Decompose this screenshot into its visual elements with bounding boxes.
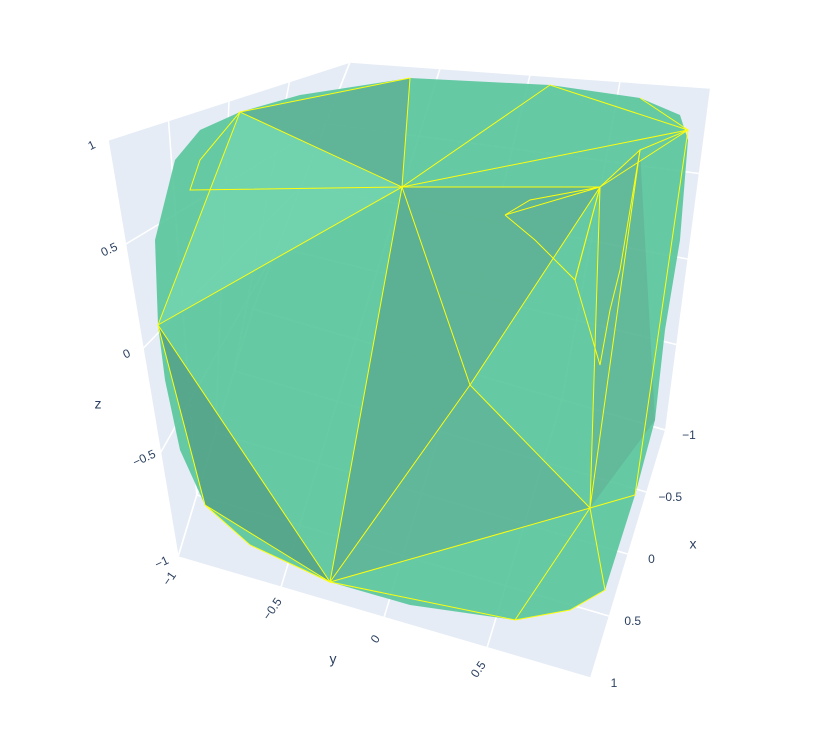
mesh-edge [157,324,331,583]
x-tick-label: −1 [682,428,696,442]
mesh-face [402,187,600,385]
y-tick-label: 0.5 [468,658,489,680]
mesh-edge [504,186,601,281]
mesh [155,77,689,621]
z-tick-label: 1 [86,137,98,153]
mesh-face [240,78,410,187]
z-tick-label: 0 [121,346,133,362]
x-tick-label: 1 [611,676,618,690]
z-tick-label: 0.5 [99,239,120,259]
grid-line [349,61,711,89]
mesh-edge [189,77,689,191]
x-axis-title: x [690,536,697,552]
x-tick-label: −0.5 [658,490,682,504]
mesh-face [330,187,470,582]
x-tick-label: 0.5 [624,614,641,628]
z-tick-label: −0.5 [130,447,158,470]
y-tick-label: −1 [160,569,180,589]
z-tick-label: −1 [152,553,171,572]
grid-line [107,61,351,141]
mesh-face [158,112,402,325]
y-tick-label: −0.5 [260,595,285,623]
z-axis-title: z [95,396,102,412]
mesh-edge [514,507,606,621]
mesh-face [590,150,655,508]
mesh-edge [574,129,689,509]
mesh-face [330,385,590,582]
y-tick-label: 0 [368,632,383,646]
y-axis-title: y [330,651,337,667]
x-tick-label: 0 [648,552,655,566]
